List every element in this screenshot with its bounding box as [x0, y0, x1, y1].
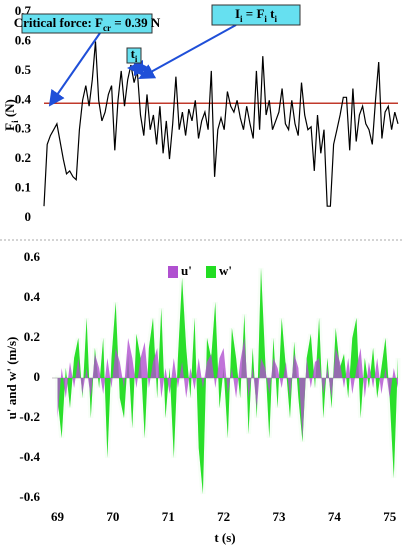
annotation-box [126, 47, 142, 64]
arrow [48, 32, 101, 107]
legend-swatch [206, 266, 216, 278]
data-line [43, 41, 399, 207]
y-tick-label: -0.4 [19, 449, 40, 464]
area [57, 338, 398, 438]
y-tick-label: 0.1 [15, 180, 31, 195]
y-tick-label: 0.6 [15, 32, 32, 47]
y-axis-label-part: F [2, 123, 17, 131]
y-axis-label-part: i [10, 120, 20, 123]
annotation-part: i [275, 14, 278, 24]
x-axis-label: t (s) [214, 530, 235, 545]
annotation-part: t [267, 6, 275, 21]
y-axis-label: u' and w' (m/s) [4, 337, 19, 420]
y-axis-label: Fi (N) [2, 99, 20, 131]
y-tick-label: 0.2 [15, 150, 31, 165]
legend-label: u' [181, 263, 192, 278]
legend-swatch [168, 266, 178, 278]
x-tick-label: 75 [383, 509, 397, 524]
annotation-part: i [135, 54, 138, 64]
x-tick-label: 70 [106, 509, 119, 524]
annotation-part: i [240, 14, 243, 24]
annotation: Ii = Fi ti [235, 6, 278, 24]
y-tick-label: 0.4 [15, 91, 32, 106]
y-tick-label: 0.3 [15, 121, 32, 136]
annotation-part: = F [243, 6, 265, 21]
y-tick-label: 0.4 [24, 289, 41, 304]
y-tick-label: -0.2 [19, 409, 40, 424]
annotation: Critical force: Fcr = 0.39 N [14, 15, 161, 33]
x-tick-label: 73 [272, 509, 286, 524]
annotation-box [21, 13, 153, 34]
y-tick-label: 0.6 [24, 249, 41, 264]
y-tick-label: 0.2 [24, 329, 40, 344]
x-tick-label: 71 [162, 509, 175, 524]
annotation-part: t [131, 46, 136, 61]
y-tick-label: -0.6 [19, 489, 40, 504]
y-tick-label: 0.5 [15, 62, 32, 77]
arrow [138, 24, 237, 79]
y-axis-label-part: (N) [2, 99, 17, 120]
annotation: ti [131, 46, 138, 64]
annotation-part: cr [103, 23, 111, 33]
annotation-box [211, 4, 301, 26]
x-tick-label: 74 [328, 509, 342, 524]
x-tick-label: 69 [51, 509, 65, 524]
annotation-part: i [264, 14, 267, 24]
y-tick-label: 0 [34, 369, 41, 384]
y-tick-label: 0 [25, 209, 32, 224]
annotation-part: I [235, 6, 240, 21]
x-tick-label: 72 [217, 509, 230, 524]
annotation-part: = 0.39 N [111, 15, 161, 30]
annotation-part: Critical force: F [14, 15, 103, 30]
legend-label: w' [219, 263, 232, 278]
